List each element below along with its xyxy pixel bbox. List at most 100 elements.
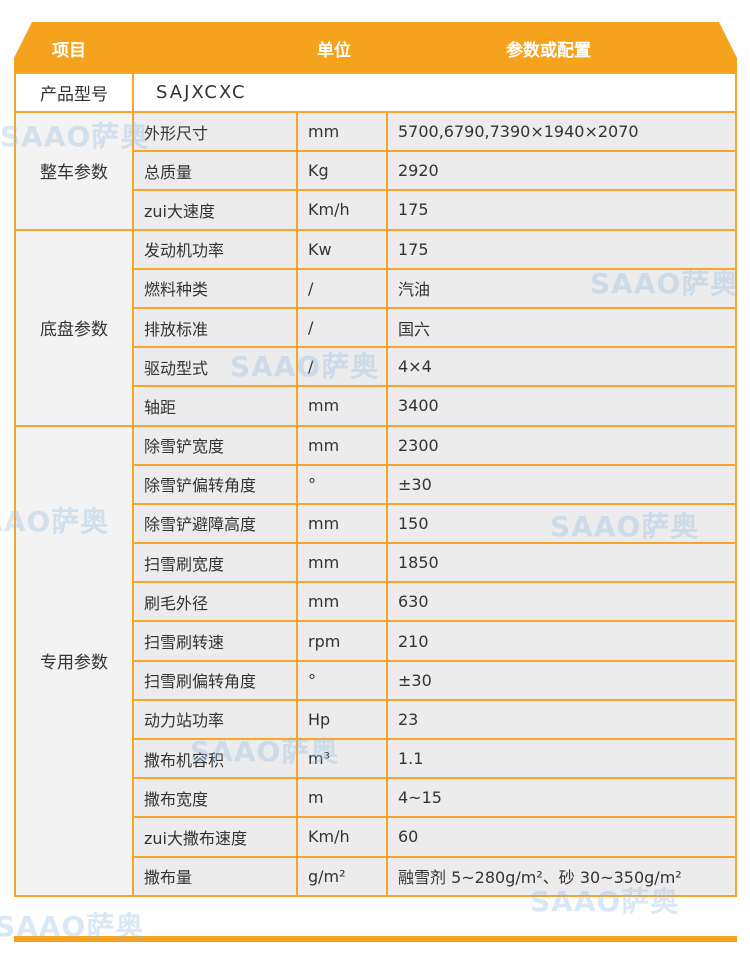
watermark: SAAO萨奥 bbox=[230, 350, 380, 383]
cell-value: 2920 bbox=[386, 150, 737, 192]
cell-unit: Hp bbox=[296, 698, 388, 741]
cell-param: 燃料种类 bbox=[132, 267, 298, 309]
table-row: 撒布量 g/m² 融雪剂 5~280g/m²、砂 30~350g/m² bbox=[15, 855, 737, 897]
watermark: SAAO萨奥 bbox=[0, 505, 110, 538]
cell-value: 210 bbox=[386, 620, 737, 662]
cell-value: 1850 bbox=[386, 542, 737, 584]
table-row: 整车参数 外形尺寸 mm 5700,6790,7390×1940×2070 bbox=[14, 110, 737, 231]
cell-unit: ° bbox=[296, 463, 388, 505]
table-row: 扫雪刷转速 rpm 210 bbox=[15, 620, 737, 662]
header-item: 项目 bbox=[52, 41, 86, 61]
cell-param: 除雪铲避障高度 bbox=[132, 502, 298, 545]
cell-value: 1.1 bbox=[386, 737, 737, 780]
table-row: 专用参数 除雪铲宽度 mm 2300 bbox=[14, 424, 737, 897]
cell-value: 175 bbox=[386, 189, 737, 231]
cell-value: 融雪剂 5~280g/m²、砂 30~350g/m² bbox=[386, 855, 737, 897]
model-value: SAJXCXC bbox=[132, 72, 737, 113]
cell-param: 撒布宽度 bbox=[132, 777, 298, 819]
cell-param: 撒布量 bbox=[132, 855, 298, 897]
watermark: SAAO萨奥 bbox=[190, 735, 340, 768]
table-row: 除雪铲避障高度 mm 150 bbox=[15, 502, 737, 545]
cell-param: zui大速度 bbox=[132, 189, 298, 231]
cell-unit: m bbox=[296, 777, 388, 819]
cell-value: 3400 bbox=[386, 385, 737, 427]
cell-param: 扫雪刷偏转角度 bbox=[132, 659, 298, 701]
cell-unit: mm bbox=[296, 385, 388, 427]
table-row: 撒布宽度 m 4~15 bbox=[15, 777, 737, 819]
cell-param: 发动机功率 bbox=[132, 228, 298, 270]
cell-value: ±30 bbox=[386, 659, 737, 701]
table-row: 刷毛外径 mm 630 bbox=[15, 581, 737, 623]
cell-value: 23 bbox=[386, 698, 737, 741]
cell-unit: Kw bbox=[296, 228, 388, 270]
watermark: SAAO萨奥 bbox=[530, 885, 680, 918]
cell-value: 630 bbox=[386, 581, 737, 623]
cell-param: 驱动型式 bbox=[132, 346, 298, 388]
model-row: 产品型号 SAJXCXC bbox=[14, 72, 737, 113]
watermark: SAAO萨奥 bbox=[0, 910, 145, 943]
cell-unit: mm bbox=[296, 542, 388, 584]
cell-param: 除雪铲宽度 bbox=[132, 424, 298, 466]
cell-param: 扫雪刷宽度 bbox=[132, 542, 298, 584]
cell-unit: Km/h bbox=[296, 816, 388, 858]
cell-value: 5700,6790,7390×1940×2070 bbox=[386, 110, 737, 153]
cell-unit: mm bbox=[296, 502, 388, 545]
group-label: 整车参数 bbox=[14, 111, 134, 231]
table-row: 总质量 Kg 2920 bbox=[15, 150, 737, 192]
cell-param: 动力站功率 bbox=[132, 698, 298, 741]
cell-value: 国六 bbox=[386, 306, 737, 349]
cell-param: 撒布机容积 bbox=[132, 737, 298, 780]
cell-unit: rpm bbox=[296, 620, 388, 662]
table-row: zui大速度 Km/h 175 bbox=[15, 189, 737, 231]
cell-unit: / bbox=[296, 306, 388, 349]
cell-param: 刷毛外径 bbox=[132, 581, 298, 623]
cell-param: 排放标准 bbox=[132, 306, 298, 349]
cell-param: 外形尺寸 bbox=[132, 110, 298, 153]
table-row: 燃料种类 / 汽油 bbox=[15, 267, 737, 309]
watermark: SAAO萨奥 bbox=[550, 510, 700, 543]
table-row: 扫雪刷偏转角度 ° ±30 bbox=[15, 659, 737, 701]
table-header: 项目 单位 参数或配置 bbox=[14, 22, 737, 72]
header-unit: 单位 bbox=[317, 41, 351, 61]
cell-value: 汽油 bbox=[386, 267, 737, 309]
cell-unit: ° bbox=[296, 659, 388, 701]
cell-value: 150 bbox=[386, 502, 737, 545]
group-label: 底盘参数 bbox=[14, 228, 134, 427]
model-label: 产品型号 bbox=[14, 72, 134, 113]
cell-unit: Kg bbox=[296, 150, 388, 192]
header-value: 参数或配置 bbox=[506, 41, 591, 61]
cell-param: 总质量 bbox=[132, 150, 298, 192]
table-row: zui大撒布速度 Km/h 60 bbox=[15, 816, 737, 858]
watermark: SAAO萨奥 bbox=[0, 120, 150, 153]
cell-value: 4~15 bbox=[386, 777, 737, 819]
table-row: 底盘参数 发动机功率 Kw 175 bbox=[14, 228, 737, 427]
spec-table: 产品型号 SAJXCXC 整车参数 外形尺寸 mm 5700,6790,7390×19… bbox=[14, 72, 737, 897]
cell-unit: g/m² bbox=[296, 855, 388, 897]
table-row: 扫雪刷宽度 mm 1850 bbox=[15, 542, 737, 584]
table-row: 撒布机容积 m³ 1.1 bbox=[15, 737, 737, 780]
cell-value: 4×4 bbox=[386, 346, 737, 388]
bottom-bar bbox=[14, 936, 737, 942]
cell-unit: Km/h bbox=[296, 189, 388, 231]
table-row: 除雪铲偏转角度 ° ±30 bbox=[15, 463, 737, 505]
watermark: SAAO萨奥 bbox=[590, 267, 740, 300]
table-row: 动力站功率 Hp 23 bbox=[15, 698, 737, 741]
cell-unit: mm bbox=[296, 424, 388, 466]
cell-value: 175 bbox=[386, 228, 737, 270]
cell-param: 轴距 bbox=[132, 385, 298, 427]
cell-unit: m³ bbox=[296, 737, 388, 780]
table-row: 轴距 mm 3400 bbox=[15, 385, 737, 427]
cell-param: zui大撒布速度 bbox=[132, 816, 298, 858]
cell-param: 扫雪刷转速 bbox=[132, 620, 298, 662]
cell-unit: / bbox=[296, 267, 388, 309]
cell-value: 2300 bbox=[386, 424, 737, 466]
group-label: 专用参数 bbox=[14, 424, 134, 897]
cell-param: 除雪铲偏转角度 bbox=[132, 463, 298, 505]
table-row: 驱动型式/4×4 bbox=[15, 346, 737, 388]
cell-unit: mm bbox=[296, 110, 388, 153]
cell-unit: mm bbox=[296, 581, 388, 623]
cell-value: 60 bbox=[386, 816, 737, 858]
cell-unit: / bbox=[296, 346, 388, 388]
table-row: 排放标准 / 国六 bbox=[15, 306, 737, 349]
cell-value: ±30 bbox=[386, 463, 737, 505]
